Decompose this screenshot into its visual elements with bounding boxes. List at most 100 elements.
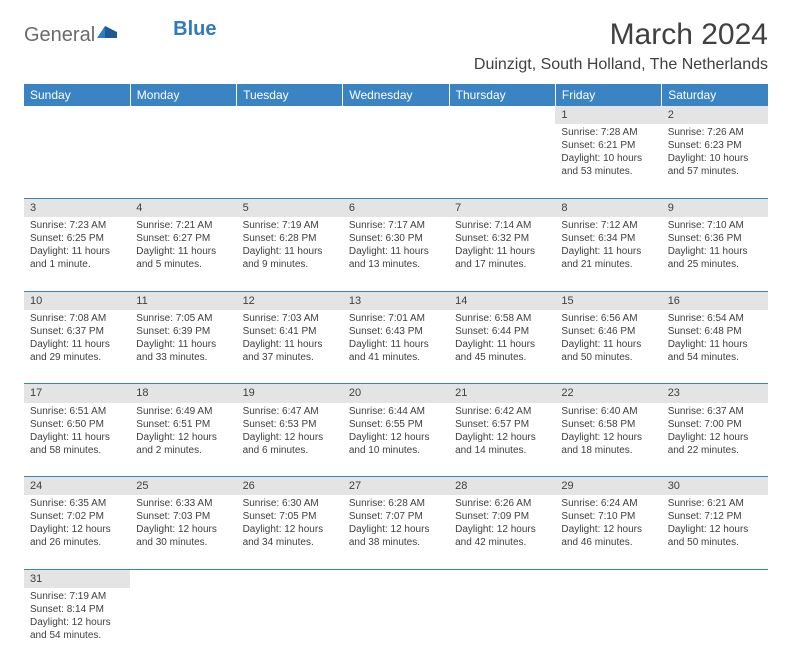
sunset-text: Sunset: 6:46 PM (561, 325, 655, 338)
day-data-cell: Sunrise: 7:03 AMSunset: 6:41 PMDaylight:… (237, 310, 343, 384)
day-data-cell: Sunrise: 6:44 AMSunset: 6:55 PMDaylight:… (343, 403, 449, 477)
day-data-cell (449, 124, 555, 198)
calendar-table: SundayMondayTuesdayWednesdayThursdayFrid… (24, 84, 768, 662)
daylight-text-2: and 21 minutes. (561, 258, 655, 271)
day-number-cell: 23 (662, 384, 768, 403)
header: General Blue March 2024 Duinzigt, South … (24, 18, 768, 74)
day-content: Sunrise: 7:03 AMSunset: 6:41 PMDaylight:… (237, 310, 343, 368)
title-block: March 2024 Duinzigt, South Holland, The … (474, 18, 768, 74)
sunset-text: Sunset: 6:21 PM (561, 139, 655, 152)
day-number-cell: 7 (449, 198, 555, 217)
daylight-text-1: Daylight: 12 hours (30, 616, 124, 629)
day-data-cell (24, 124, 130, 198)
weekday-header: Thursday (449, 84, 555, 106)
day-number-cell: 5 (237, 198, 343, 217)
day-data-cell: Sunrise: 7:01 AMSunset: 6:43 PMDaylight:… (343, 310, 449, 384)
flag-icon (97, 24, 119, 47)
day-number-cell: 6 (343, 198, 449, 217)
sunset-text: Sunset: 6:50 PM (30, 418, 124, 431)
daylight-text-2: and 6 minutes. (243, 444, 337, 457)
day-content: Sunrise: 6:33 AMSunset: 7:03 PMDaylight:… (130, 495, 236, 553)
day-data-cell: Sunrise: 7:08 AMSunset: 6:37 PMDaylight:… (24, 310, 130, 384)
day-data-cell: Sunrise: 7:12 AMSunset: 6:34 PMDaylight:… (555, 217, 661, 291)
daylight-text-1: Daylight: 12 hours (349, 523, 443, 536)
sunset-text: Sunset: 7:09 PM (455, 510, 549, 523)
day-data-cell: Sunrise: 6:35 AMSunset: 7:02 PMDaylight:… (24, 495, 130, 569)
sunset-text: Sunset: 6:41 PM (243, 325, 337, 338)
day-content: Sunrise: 7:08 AMSunset: 6:37 PMDaylight:… (24, 310, 130, 368)
day-number-cell: 27 (343, 477, 449, 496)
day-data-cell (130, 124, 236, 198)
daylight-text-2: and 58 minutes. (30, 444, 124, 457)
daylight-text-1: Daylight: 11 hours (243, 338, 337, 351)
day-content: Sunrise: 7:19 AMSunset: 8:14 PMDaylight:… (24, 588, 130, 646)
day-number-row: 24252627282930 (24, 477, 768, 496)
day-data-cell (449, 588, 555, 662)
daylight-text-2: and 1 minute. (30, 258, 124, 271)
daylight-text-2: and 2 minutes. (136, 444, 230, 457)
day-content: Sunrise: 7:12 AMSunset: 6:34 PMDaylight:… (555, 217, 661, 275)
day-data-cell: Sunrise: 6:47 AMSunset: 6:53 PMDaylight:… (237, 403, 343, 477)
sunset-text: Sunset: 6:27 PM (136, 232, 230, 245)
day-number-row: 10111213141516 (24, 291, 768, 310)
daylight-text-1: Daylight: 12 hours (136, 431, 230, 444)
day-number-cell: 21 (449, 384, 555, 403)
day-data-cell (343, 124, 449, 198)
sunset-text: Sunset: 6:57 PM (455, 418, 549, 431)
sunrise-text: Sunrise: 6:40 AM (561, 405, 655, 418)
sunset-text: Sunset: 7:07 PM (349, 510, 443, 523)
sunset-text: Sunset: 6:30 PM (349, 232, 443, 245)
day-data-cell (343, 588, 449, 662)
sunrise-text: Sunrise: 6:26 AM (455, 497, 549, 510)
sunset-text: Sunset: 6:25 PM (30, 232, 124, 245)
weekday-header: Wednesday (343, 84, 449, 106)
daylight-text-1: Daylight: 12 hours (455, 431, 549, 444)
day-number-row: 3456789 (24, 198, 768, 217)
day-data-cell: Sunrise: 7:17 AMSunset: 6:30 PMDaylight:… (343, 217, 449, 291)
daylight-text-2: and 18 minutes. (561, 444, 655, 457)
sunrise-text: Sunrise: 7:26 AM (668, 126, 762, 139)
day-number-cell: 1 (555, 106, 661, 124)
daylight-text-2: and 34 minutes. (243, 536, 337, 549)
weekday-header-row: SundayMondayTuesdayWednesdayThursdayFrid… (24, 84, 768, 106)
daylight-text-2: and 5 minutes. (136, 258, 230, 271)
daylight-text-2: and 17 minutes. (455, 258, 549, 271)
day-data-row: Sunrise: 6:51 AMSunset: 6:50 PMDaylight:… (24, 403, 768, 477)
weekday-header: Saturday (662, 84, 768, 106)
day-number-cell: 19 (237, 384, 343, 403)
daylight-text-2: and 22 minutes. (668, 444, 762, 457)
daylight-text-1: Daylight: 11 hours (30, 431, 124, 444)
sunrise-text: Sunrise: 7:05 AM (136, 312, 230, 325)
location: Duinzigt, South Holland, The Netherlands (474, 56, 768, 74)
sunset-text: Sunset: 7:10 PM (561, 510, 655, 523)
day-number-cell: 8 (555, 198, 661, 217)
daylight-text-1: Daylight: 12 hours (668, 523, 762, 536)
day-number-row: 12 (24, 106, 768, 124)
daylight-text-2: and 38 minutes. (349, 536, 443, 549)
day-data-cell: Sunrise: 6:33 AMSunset: 7:03 PMDaylight:… (130, 495, 236, 569)
day-number-cell: 22 (555, 384, 661, 403)
day-data-cell (237, 124, 343, 198)
day-data-row: Sunrise: 7:28 AMSunset: 6:21 PMDaylight:… (24, 124, 768, 198)
weekday-header: Tuesday (237, 84, 343, 106)
daylight-text-1: Daylight: 11 hours (30, 338, 124, 351)
sunrise-text: Sunrise: 7:01 AM (349, 312, 443, 325)
daylight-text-1: Daylight: 11 hours (561, 245, 655, 258)
sunrise-text: Sunrise: 7:14 AM (455, 219, 549, 232)
day-data-cell: Sunrise: 6:49 AMSunset: 6:51 PMDaylight:… (130, 403, 236, 477)
sunrise-text: Sunrise: 6:51 AM (30, 405, 124, 418)
sunrise-text: Sunrise: 6:33 AM (136, 497, 230, 510)
sunrise-text: Sunrise: 7:21 AM (136, 219, 230, 232)
sunset-text: Sunset: 6:32 PM (455, 232, 549, 245)
sunrise-text: Sunrise: 6:49 AM (136, 405, 230, 418)
daylight-text-2: and 10 minutes. (349, 444, 443, 457)
day-content: Sunrise: 6:24 AMSunset: 7:10 PMDaylight:… (555, 495, 661, 553)
day-number-cell (237, 569, 343, 588)
daylight-text-1: Daylight: 11 hours (455, 245, 549, 258)
daylight-text-2: and 53 minutes. (561, 165, 655, 178)
day-number-cell: 29 (555, 477, 661, 496)
daylight-text-1: Daylight: 12 hours (243, 523, 337, 536)
daylight-text-1: Daylight: 11 hours (455, 338, 549, 351)
day-number-cell: 4 (130, 198, 236, 217)
daylight-text-2: and 14 minutes. (455, 444, 549, 457)
